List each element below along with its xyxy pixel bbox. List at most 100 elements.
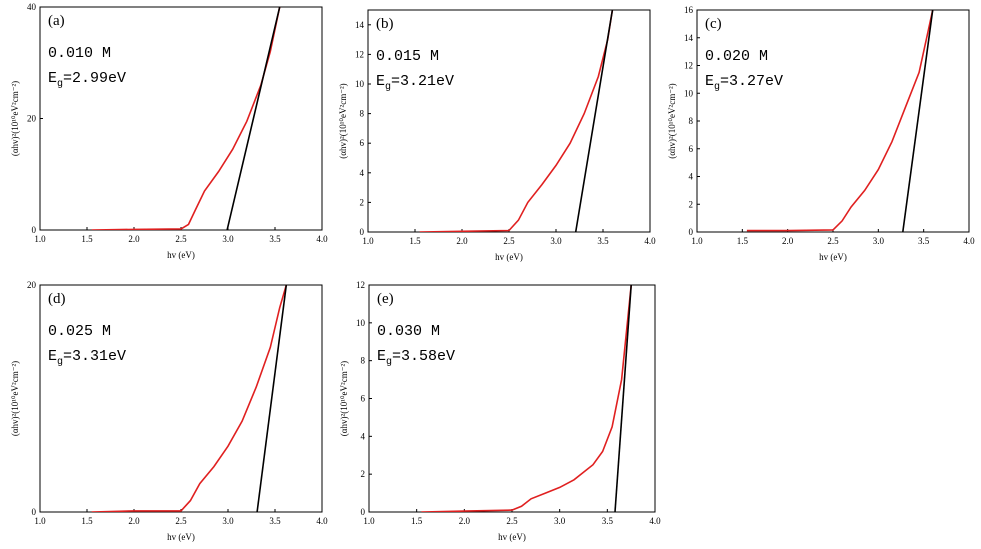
tangent-line — [614, 285, 632, 512]
bandgap-subscript: g — [57, 357, 63, 368]
y-tick-label: 14 — [684, 33, 694, 43]
x-axis-label: hv (eV) — [819, 252, 847, 262]
bandgap-symbol: E — [376, 73, 385, 90]
bandgap-symbol: E — [48, 70, 57, 87]
y-tick-label: 20 — [27, 280, 37, 290]
y-tick-label: 0 — [361, 507, 366, 517]
y-tick-label: 8 — [689, 116, 694, 126]
concentration-label: 0.010 M — [48, 45, 111, 62]
bandgap-label: Eg=3.31eV — [48, 348, 126, 368]
y-tick-label: 10 — [356, 318, 366, 328]
x-tick-label: 1.0 — [363, 516, 375, 526]
bandgap-subscript: g — [386, 357, 392, 368]
y-tick-label: 6 — [361, 394, 366, 404]
y-tick-label: 2 — [689, 199, 694, 209]
x-tick-label: 4.0 — [649, 516, 661, 526]
x-tick-label: 3.5 — [269, 234, 281, 244]
y-axis-label: (αhv)²(10¹⁰eV²cm⁻²) — [10, 361, 20, 436]
x-tick-label: 2.0 — [782, 236, 794, 246]
plot-frame — [39, 6, 323, 231]
x-tick-label: 1.5 — [81, 516, 93, 526]
bandgap-symbol: E — [705, 73, 714, 90]
y-tick-label: 4 — [360, 168, 365, 178]
x-tick-label: 3.0 — [550, 236, 562, 246]
x-tick-label: 1.0 — [34, 234, 46, 244]
y-tick-label: 14 — [355, 20, 365, 30]
panel-label: (a) — [48, 13, 65, 29]
y-tick-label: 10 — [355, 79, 365, 89]
panel-d: 1.0 1.5 2.0 2.5 3.0 3.5 4.0 0 20 hv (eV) (αhv)²(10… — [10, 280, 328, 542]
x-tick-label: 4.0 — [316, 516, 328, 526]
bandgap-value: =3.31eV — [63, 348, 126, 365]
x-tick-label: 2.5 — [827, 236, 839, 246]
x-tick-label: 3.5 — [269, 516, 281, 526]
y-tick-label: 12 — [684, 61, 693, 71]
x-tick-label: 3.0 — [222, 516, 234, 526]
x-tick-label: 2.5 — [506, 516, 518, 526]
x-tick-label: 1.0 — [691, 236, 703, 246]
plot-frame — [367, 9, 651, 233]
plot-frame — [696, 9, 970, 233]
panel-b: 1.0 1.5 2.0 2.5 3.0 3.5 4.0 0 2 4 6 8 10 12 14 hv (eV) (… — [338, 9, 656, 262]
y-tick-label: 12 — [356, 280, 365, 290]
panel-label: (c) — [705, 16, 722, 32]
y-tick-label: 12 — [355, 49, 364, 59]
panel-label: (e) — [377, 291, 394, 307]
x-tick-label: 2.0 — [459, 516, 471, 526]
x-tick-label: 3.0 — [873, 236, 885, 246]
bandgap-value: =3.58eV — [392, 348, 455, 365]
bandgap-value: =3.27eV — [720, 73, 783, 90]
y-tick-label: 6 — [689, 144, 694, 154]
x-axis-label: hv (eV) — [167, 250, 195, 260]
x-tick-label: 2.5 — [503, 236, 515, 246]
x-tick-label: 2.5 — [175, 234, 187, 244]
y-tick-label: 16 — [684, 5, 694, 15]
bandgap-value: =3.21eV — [391, 73, 454, 90]
plot-frame — [368, 284, 656, 513]
y-tick-label: 0 — [360, 227, 365, 237]
panel-e: 1.0 1.5 2.0 2.5 3.0 3.5 4.0 0 2 4 6 8 10 12 hv (eV) (αh… — [339, 280, 661, 542]
y-tick-label: 40 — [27, 2, 37, 12]
y-tick-label: 2 — [361, 469, 366, 479]
panel-c: 1.0 1.5 2.0 2.5 3.0 3.5 4.0 0 2 4 6 8 10 12 14 16 hv (eV… — [667, 5, 975, 262]
bandgap-symbol: E — [48, 348, 57, 365]
x-tick-label: 2.5 — [175, 516, 187, 526]
bandgap-label: Eg=3.58eV — [377, 348, 455, 368]
concentration-label: 0.025 M — [48, 323, 111, 340]
tangent-line — [902, 10, 934, 232]
concentration-label: 0.015 M — [376, 48, 439, 65]
bandgap-label: Eg=3.21eV — [376, 73, 454, 93]
y-axis-label: (αhv)²(10¹⁰eV²cm⁻²) — [10, 81, 20, 156]
bandgap-subscript: g — [385, 82, 391, 93]
x-tick-label: 1.5 — [411, 516, 423, 526]
x-axis-label: hv (eV) — [495, 252, 523, 262]
tangent-line — [256, 285, 288, 512]
y-tick-label: 2 — [360, 197, 365, 207]
absorption-curve — [746, 10, 934, 232]
x-tick-label: 1.5 — [81, 234, 93, 244]
bandgap-value: =2.99eV — [63, 70, 126, 87]
y-tick-label: 10 — [684, 88, 694, 98]
y-axis-label: (αhv)²(10¹⁰eV²cm⁻²) — [338, 83, 348, 158]
x-axis-label: hv (eV) — [498, 532, 526, 542]
y-tick-label: 0 — [32, 225, 37, 235]
y-tick-label: 20 — [27, 114, 37, 124]
y-tick-label: 8 — [361, 356, 366, 366]
panel-label: (d) — [48, 291, 66, 307]
x-tick-label: 2.0 — [456, 236, 468, 246]
x-tick-label: 4.0 — [644, 236, 656, 246]
x-tick-label: 2.0 — [128, 234, 140, 244]
y-tick-label: 4 — [361, 431, 366, 441]
y-tick-label: 4 — [689, 172, 694, 182]
x-tick-label: 1.0 — [362, 236, 374, 246]
panel-a: 1.0 1.5 2.0 2.5 3.0 3.5 4.0 0 20 40 hv (eV) (αhv)²(… — [10, 2, 328, 260]
absorption-curve — [421, 285, 632, 512]
y-axis-label: (αhv)²(10¹⁰eV²cm⁻²) — [339, 361, 349, 436]
plot-frame — [39, 284, 323, 513]
bandgap-subscript: g — [57, 79, 63, 90]
x-tick-label: 3.5 — [597, 236, 609, 246]
concentration-label: 0.020 M — [705, 48, 768, 65]
y-tick-label: 6 — [360, 138, 365, 148]
x-tick-label: 3.0 — [222, 234, 234, 244]
